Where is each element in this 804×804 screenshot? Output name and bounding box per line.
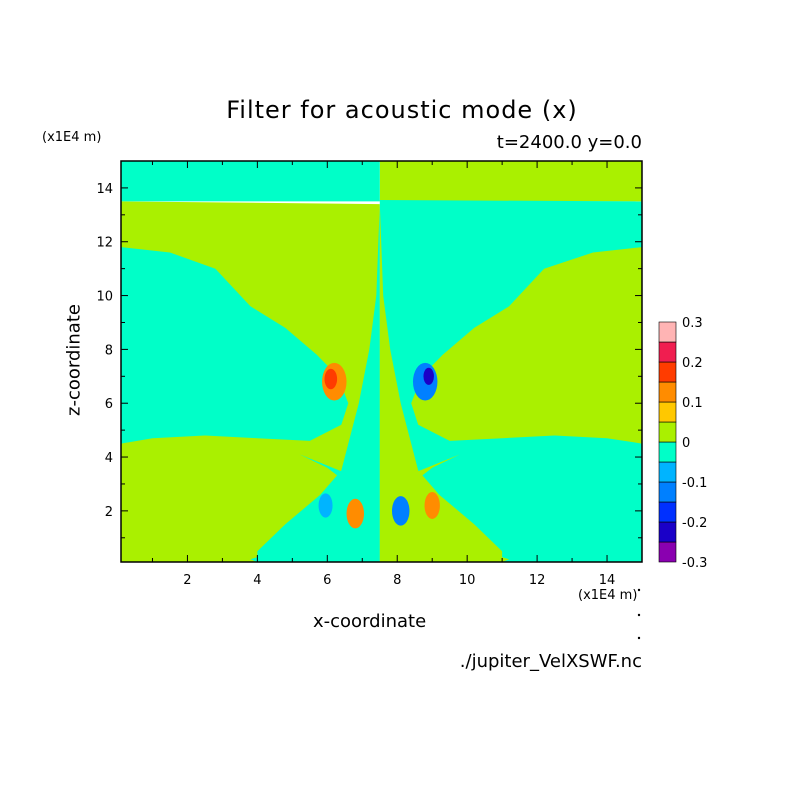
contour-blob xyxy=(391,496,410,526)
colorbar-swatch xyxy=(658,481,677,503)
colorbar-swatch xyxy=(658,341,677,363)
x-tick-label: 6 xyxy=(323,573,331,588)
colorbar-swatch xyxy=(658,521,677,543)
contour-region xyxy=(121,161,380,202)
dot-mark xyxy=(637,636,641,640)
contour-region xyxy=(379,161,642,202)
y-tick-label: 10 xyxy=(96,290,113,305)
contour-region xyxy=(379,204,503,562)
dot-mark xyxy=(637,613,641,617)
colorbar-swatch xyxy=(658,321,677,343)
colorbar-swatch xyxy=(658,401,677,423)
x-tick-label: 2 xyxy=(183,573,191,588)
y-tick-label: 14 xyxy=(96,182,113,197)
colorbar: -0.3 -0.2 -0.1 0 0.1 0.2 0.3 xyxy=(658,316,707,571)
contour-blob xyxy=(324,368,338,390)
contour-blob xyxy=(423,367,434,385)
y-tick-label: 8 xyxy=(105,343,113,358)
contour-region xyxy=(257,204,380,562)
colorbar-swatch xyxy=(658,421,677,443)
x-tick-label: 4 xyxy=(253,573,261,588)
colorbar-swatch xyxy=(658,541,677,563)
contour-blob xyxy=(318,493,333,518)
x-tick-label: 12 xyxy=(529,573,546,588)
colorbar-label: 0.3 xyxy=(682,316,703,331)
colorbar-swatch xyxy=(658,361,677,383)
contour-region xyxy=(386,454,510,562)
y-tick-label: 12 xyxy=(96,236,113,251)
contour-blob xyxy=(424,492,440,519)
contour-blob xyxy=(346,498,365,529)
colorbar-label: -0.3 xyxy=(682,556,707,571)
contour-blob xyxy=(416,407,434,421)
x-axis-label: x-coordinate xyxy=(313,611,427,632)
plot-frame xyxy=(120,160,643,563)
source-file-label: ./jupiter_VelXSWF.nc xyxy=(459,651,642,672)
contour-region xyxy=(250,454,373,562)
y-tick-label: 6 xyxy=(105,397,113,412)
contour-field xyxy=(121,161,642,562)
colorbar-label: 0.1 xyxy=(682,396,703,411)
x-axis-unit: (x1E4 m) xyxy=(578,588,638,603)
colorbar-swatch xyxy=(658,461,677,483)
corner-dots xyxy=(637,588,641,640)
colorbar-label: 0.2 xyxy=(682,356,703,371)
chart-subtitle: t=2400.0 y=0.0 xyxy=(496,132,642,153)
colorbar-swatch xyxy=(658,501,677,523)
colorbar-label: -0.1 xyxy=(682,476,707,491)
contour-blob xyxy=(325,407,344,421)
y-tick-label: 4 xyxy=(105,451,113,466)
contour-region xyxy=(121,247,349,444)
x-tick-label: 10 xyxy=(459,573,476,588)
x-tick-label: 8 xyxy=(393,573,401,588)
colorbar-label: -0.2 xyxy=(682,516,707,531)
colorbar-label: 0 xyxy=(682,436,690,451)
y-axis-unit: (x1E4 m) xyxy=(42,130,102,145)
contour-region xyxy=(411,247,642,444)
y-tick-label: 2 xyxy=(105,505,113,520)
chart-title: Filter for acoustic mode (x) xyxy=(226,96,578,124)
dot-mark xyxy=(637,588,641,592)
colorbar-swatch xyxy=(658,381,677,403)
axes: 2 4 6 8 10 12 14 2 4 6 8 10 12 14 xyxy=(96,160,643,588)
x-tick-label: 14 xyxy=(599,573,616,588)
colorbar-swatch xyxy=(658,441,677,463)
